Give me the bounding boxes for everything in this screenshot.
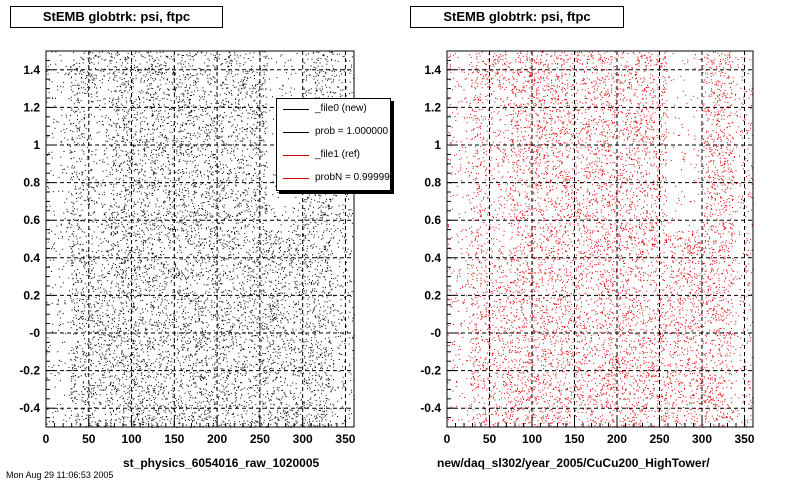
legend-label-file1: _file1 (ref) [315, 149, 361, 160]
chart-title-left: StEMB globtrk: psi, ftpc [10, 6, 223, 28]
y-tick-label: -0.4 [420, 401, 441, 415]
x-caption-right: new/daq_sl302/year_2005/CuCu200_HighTowe… [437, 456, 710, 470]
legend-line-prob [283, 132, 309, 133]
x-tick-label: 300 [692, 432, 712, 446]
x-tick-label: 300 [293, 432, 313, 446]
x-tick-label: 100 [122, 432, 142, 446]
legend-entry-prob: prob = 1.000000 [277, 124, 390, 142]
legend-line-probn [283, 178, 309, 179]
x-tick-label: 200 [207, 432, 227, 446]
scatter-plot-right: 0 50 100 150 200 250 300 350 -0.4 -0.2 -0 0.2 0.4 0.6… [420, 50, 755, 446]
y-tick-label: 1.4 [424, 63, 441, 77]
y-tick-label: -0 [29, 326, 40, 340]
y-tick-label: 1.4 [23, 63, 40, 77]
x-tick-label: 0 [444, 432, 451, 446]
legend-label-prob: prob = 1.000000 [315, 126, 389, 137]
x-axis-right: 0 50 100 150 200 250 300 350 [444, 419, 755, 446]
legend: _file0 (new) prob = 1.000000 _file1 (ref… [276, 98, 391, 191]
legend-entry-file1: _file1 (ref) [277, 147, 390, 165]
y-axis-left: -0.4 -0.2 -0 0.2 0.4 0.6 0.8 1 1.2 1.4 [19, 50, 54, 428]
x-tick-label: 250 [250, 432, 270, 446]
y-tick-label: -0.4 [19, 401, 40, 415]
x-caption-left: st_physics_6054016_raw_1020005 [123, 456, 320, 470]
legend-entry-file0: _file0 (new) [277, 101, 390, 119]
legend-label-file0: _file0 (new) [315, 103, 367, 114]
y-tick-label: 0.2 [23, 288, 40, 302]
legend-line-file0 [283, 109, 309, 110]
x-tick-label: 150 [564, 432, 584, 446]
x-tick-label: 50 [82, 432, 96, 446]
y-tick-label: 0.2 [424, 288, 441, 302]
legend-label-probn: probN = 0.999999 [315, 172, 391, 183]
x-axis-left: 0 50 100 150 200 250 300 350 [43, 419, 356, 446]
y-tick-label: 1 [434, 138, 441, 152]
scatter-points-left [46, 51, 355, 428]
grid-left [46, 51, 354, 427]
timestamp-footer: Mon Aug 29 11:06:53 2005 [6, 470, 114, 480]
legend-line-file1 [283, 155, 309, 156]
y-tick-label: -0.2 [420, 364, 441, 378]
chart-title-right: StEMB globtrk: psi, ftpc [410, 6, 624, 28]
y-tick-label: 1.2 [23, 100, 40, 114]
y-tick-label: 0.8 [424, 176, 441, 190]
y-tick-label: 1 [33, 138, 40, 152]
x-tick-label: 250 [649, 432, 669, 446]
y-axis-right: -0.4 -0.2 -0 0.2 0.4 0.6 0.8 1 1.2 1.4 [420, 50, 455, 428]
x-tick-label: 200 [607, 432, 627, 446]
legend-entry-probn: probN = 0.999999 [277, 170, 391, 188]
x-tick-label: 50 [483, 432, 497, 446]
x-tick-label: 350 [335, 432, 355, 446]
grid-right [447, 51, 753, 427]
scatter-plot-left: 0 50 100 150 200 250 300 350 -0.4 -0.2 -0 0.2 0.4 0.6… [19, 50, 356, 446]
x-tick-label: 350 [734, 432, 754, 446]
y-tick-label: -0.2 [19, 364, 40, 378]
y-tick-label: 1.2 [424, 100, 441, 114]
y-tick-label: 0.6 [424, 213, 441, 227]
y-tick-label: 0.8 [23, 176, 40, 190]
x-tick-label: 150 [164, 432, 184, 446]
y-tick-label: 0.6 [23, 213, 40, 227]
x-tick-label: 100 [522, 432, 542, 446]
y-tick-label: 0.4 [424, 251, 441, 265]
y-tick-label: -0 [430, 326, 441, 340]
scatter-points-right [447, 51, 754, 428]
y-tick-label: 0.4 [23, 251, 40, 265]
x-tick-label: 0 [43, 432, 50, 446]
